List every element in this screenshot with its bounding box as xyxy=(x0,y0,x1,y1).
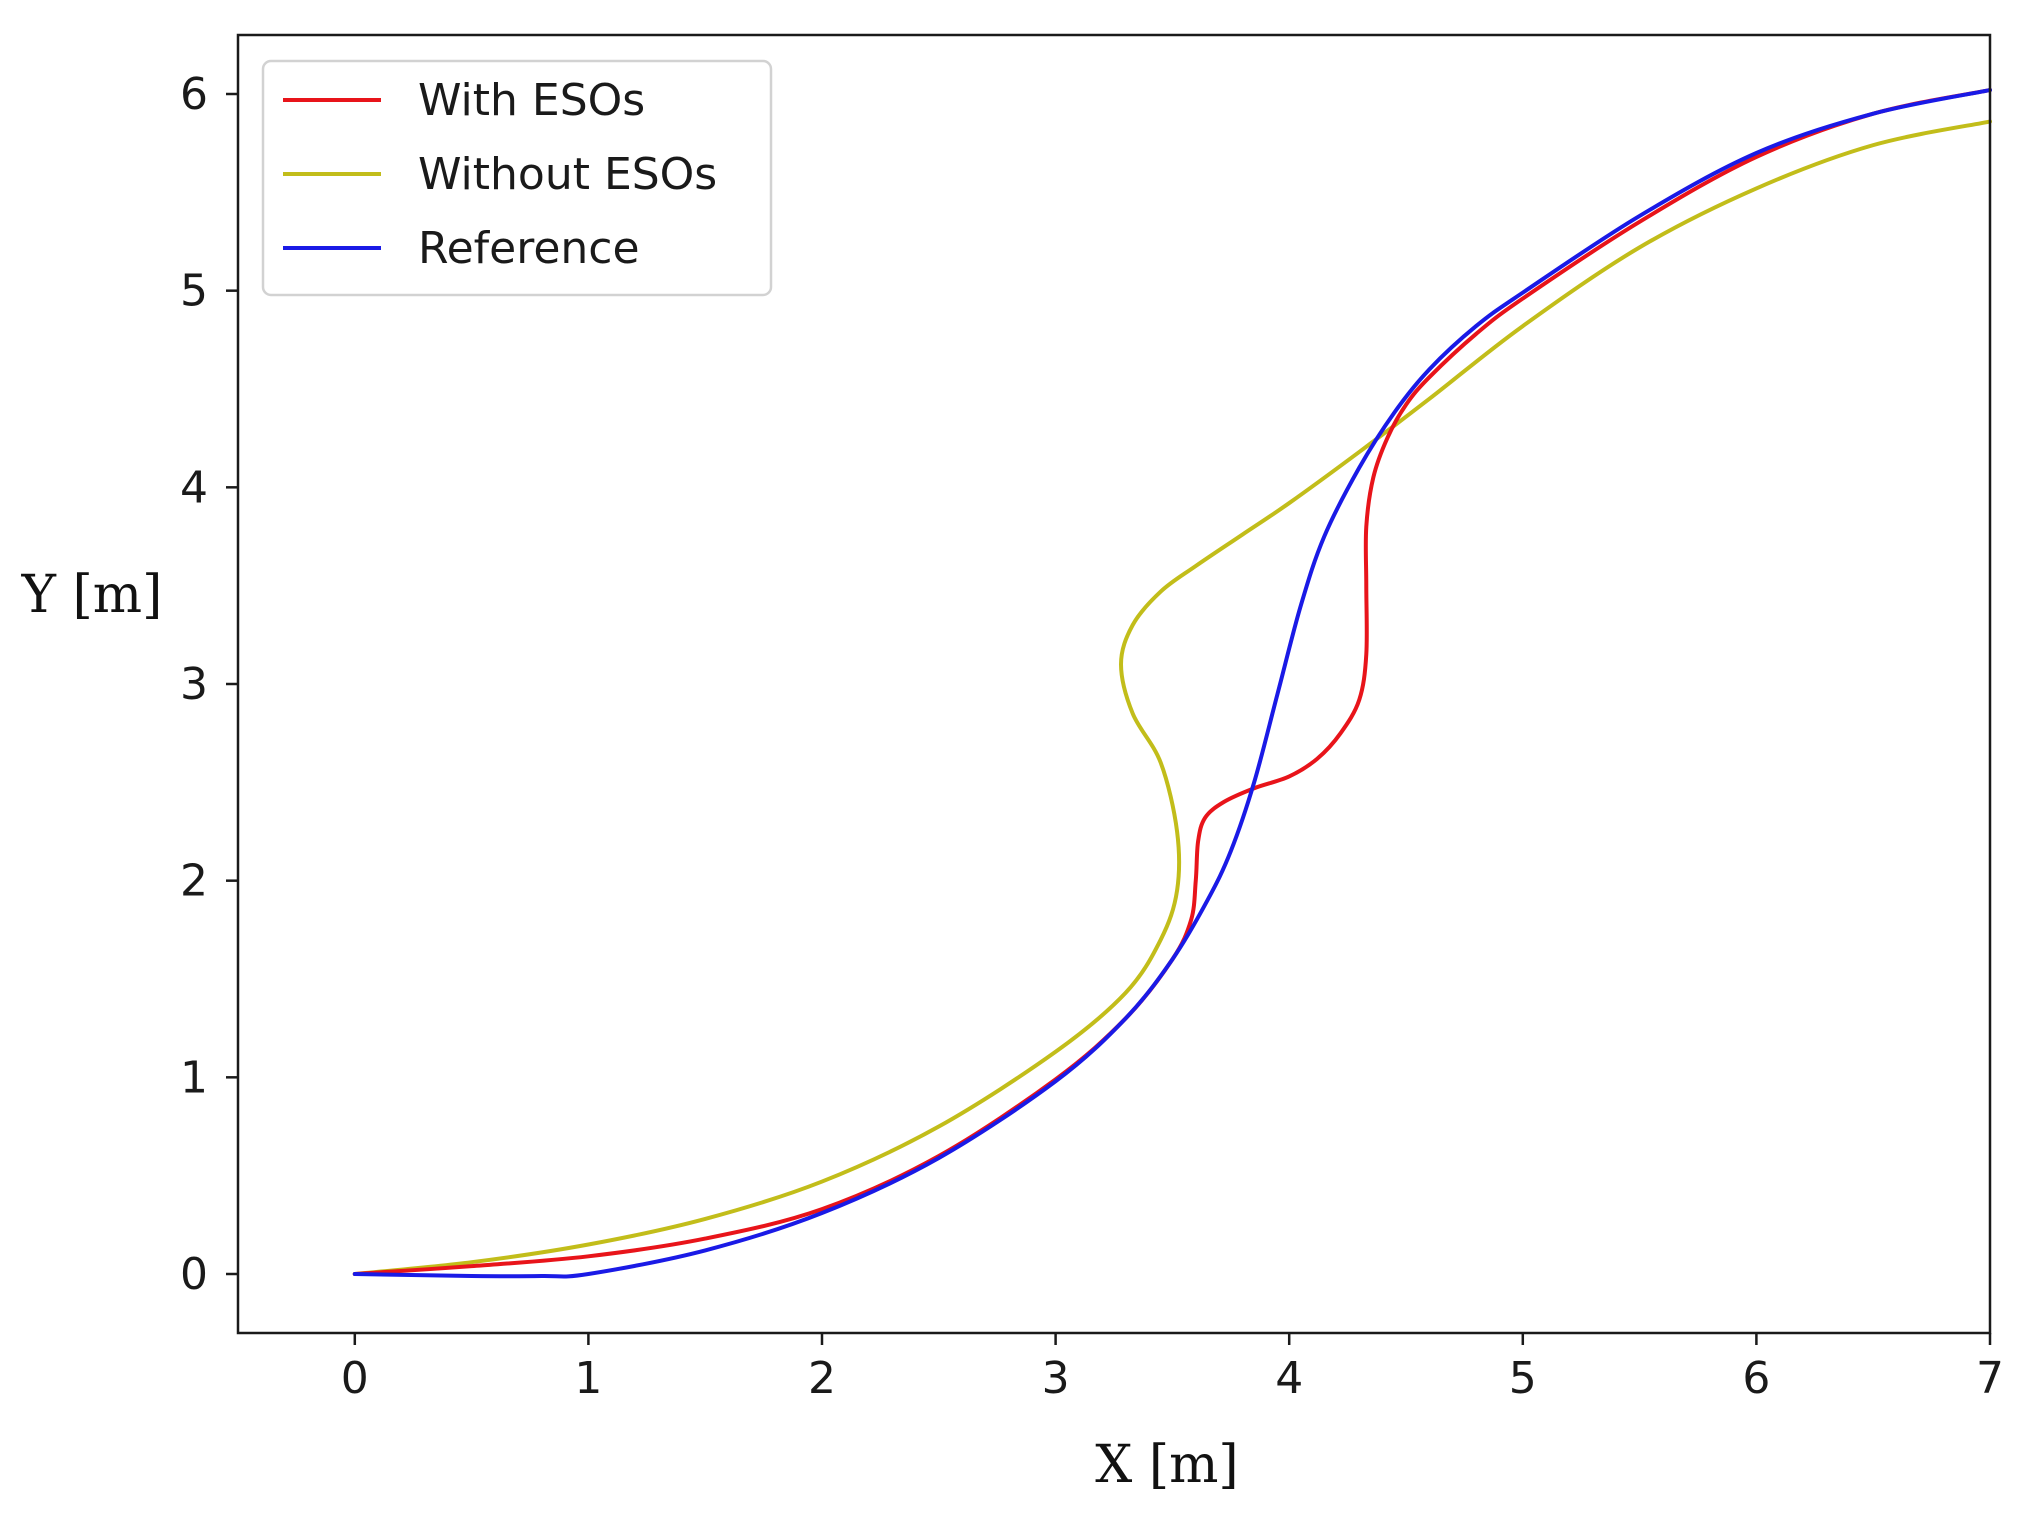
y-tick-label: 2 xyxy=(180,856,208,907)
series-line-with-esos xyxy=(352,88,1992,1276)
legend-label-with-esos: With ESOs xyxy=(418,75,645,126)
legend-label-without-esos: Without ESOs xyxy=(418,149,717,200)
legend-box xyxy=(261,59,773,297)
legend-entries: With ESOs Without ESOs Reference xyxy=(283,75,717,274)
x-tick-label: 5 xyxy=(1509,1353,1537,1404)
series-layer xyxy=(352,88,1992,1279)
x-tick-label: 4 xyxy=(1275,1353,1303,1404)
x-tick-label: 1 xyxy=(574,1353,602,1404)
x-tick-label: 7 xyxy=(1976,1353,2004,1404)
y-tick-label: 5 xyxy=(180,266,208,317)
x-tick-label: 6 xyxy=(1742,1353,1770,1404)
ticks-layer: 0 1 2 3 4 5 6 7 0 1 2 3 4 5 6 xyxy=(180,69,2004,1404)
x-axis-label: X [m] xyxy=(1095,1435,1238,1495)
x-tick-label: 3 xyxy=(1042,1353,1070,1404)
y-tick-label: 6 xyxy=(180,69,208,120)
y-tick-label: 4 xyxy=(180,462,208,513)
legend-label-reference: Reference xyxy=(418,223,640,274)
series-line-reference xyxy=(352,88,1992,1279)
y-tick-label: 0 xyxy=(180,1249,208,1300)
series-line-without-esos xyxy=(352,119,1992,1276)
y-tick-label: 3 xyxy=(180,659,208,710)
y-axis-label: Y [m] xyxy=(21,565,163,625)
x-tick-label: 0 xyxy=(341,1353,369,1404)
y-tick-label: 1 xyxy=(180,1052,208,1103)
legend: With ESOs Without ESOs Reference xyxy=(261,59,773,297)
x-tick-label: 2 xyxy=(808,1353,836,1404)
